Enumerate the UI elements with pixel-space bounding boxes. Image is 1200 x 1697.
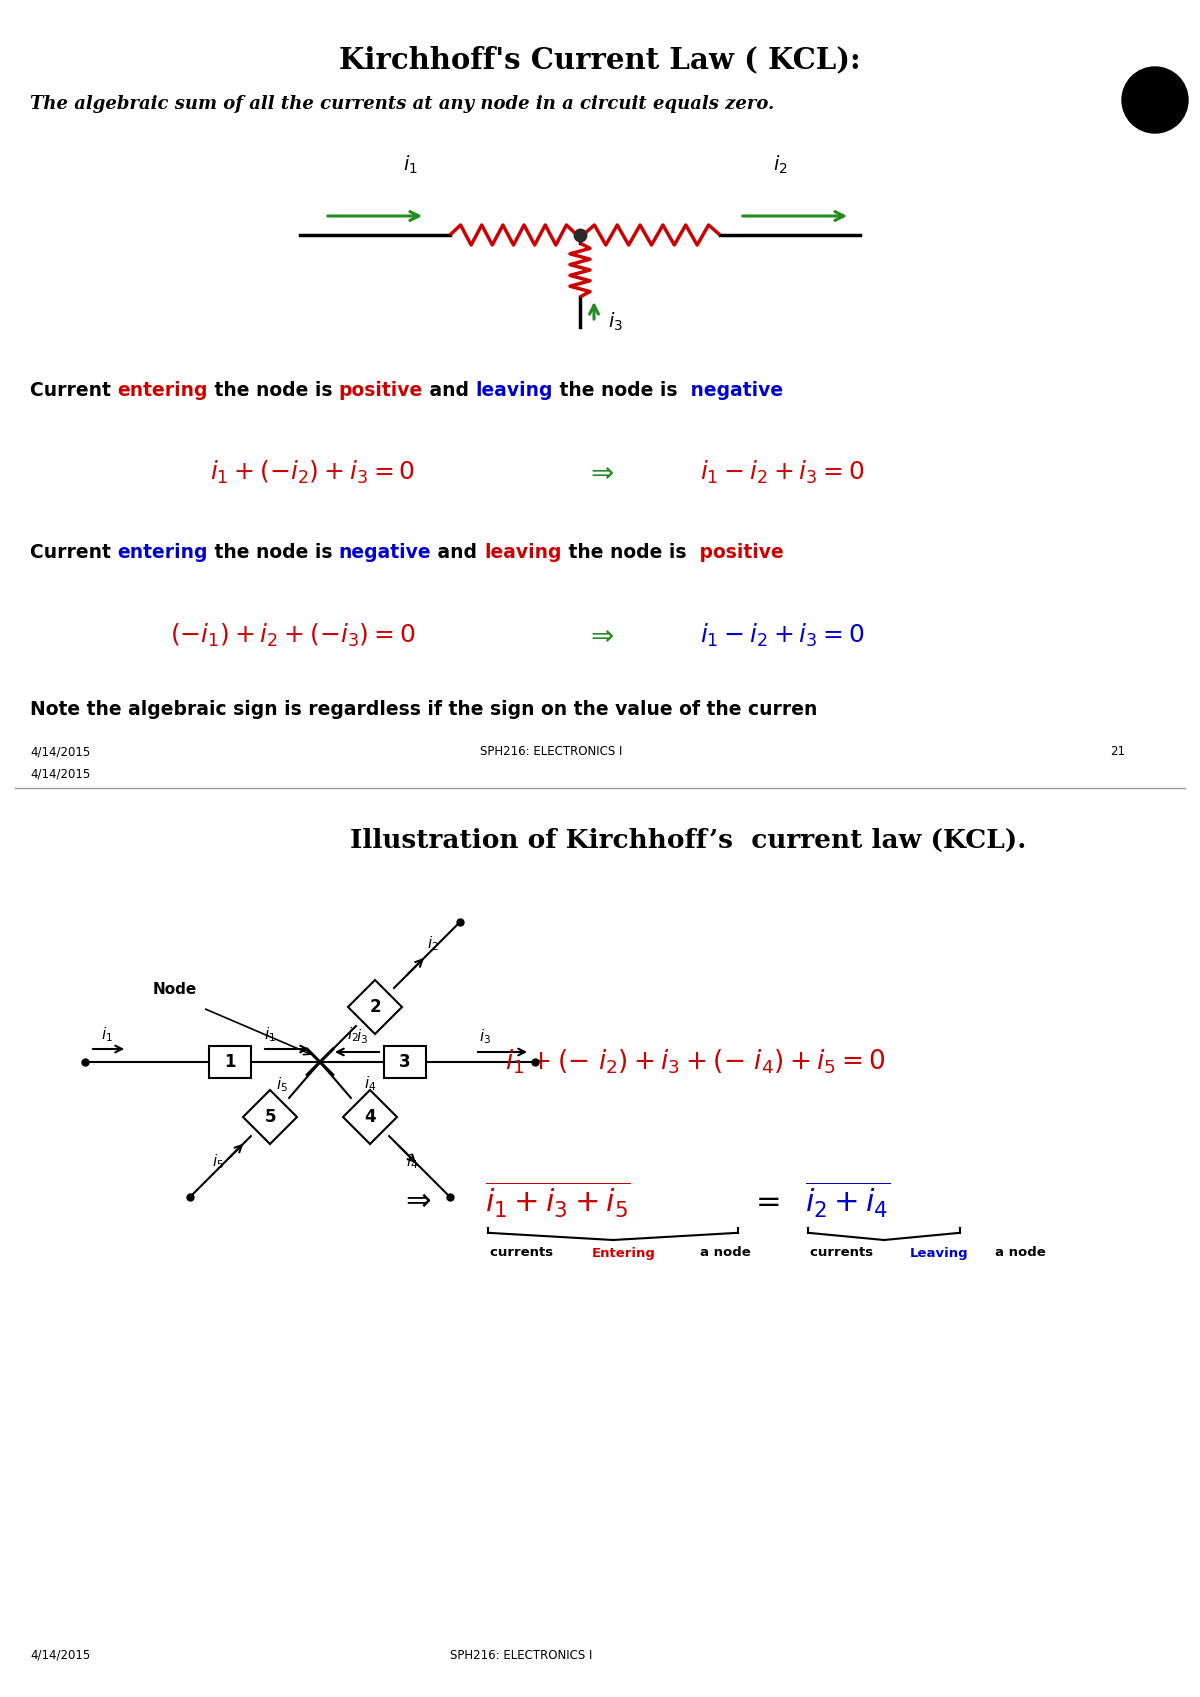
Text: Current: Current (30, 380, 118, 399)
Text: Kirchhoff's Current Law ( KCL):: Kirchhoff's Current Law ( KCL): (340, 46, 860, 75)
Text: 1: 1 (224, 1054, 235, 1071)
Text: negative: negative (338, 543, 432, 562)
Text: positive: positive (692, 543, 784, 562)
Text: $\Rightarrow$: $\Rightarrow$ (586, 458, 614, 485)
Text: negative: negative (684, 380, 784, 399)
Text: $\Rightarrow$: $\Rightarrow$ (586, 621, 614, 648)
Text: Illustration of Kirchhoff’s  current law (KCL).: Illustration of Kirchhoff’s current law … (350, 828, 1026, 854)
Text: $i_1$: $i_1$ (101, 1025, 113, 1044)
Text: $i_3$: $i_3$ (356, 1028, 368, 1047)
Text: $i_2$: $i_2$ (347, 1025, 359, 1044)
Text: 4/14/2015: 4/14/2015 (30, 745, 90, 759)
Text: $i_1+(-\ i_2)+ i_3+(-\ i_4)+ i_5=0$: $i_1+(-\ i_2)+ i_3+(-\ i_4)+ i_5=0$ (505, 1047, 886, 1076)
Text: 2: 2 (370, 998, 380, 1017)
Text: $i_5$: $i_5$ (276, 1076, 288, 1095)
Text: The algebraic sum of all the currents at any node in a circuit equals zero.: The algebraic sum of all the currents at… (30, 95, 774, 114)
Text: $i_4$: $i_4$ (406, 1152, 418, 1171)
Text: and: and (424, 380, 475, 399)
Text: Node: Node (152, 983, 197, 998)
Text: the node is: the node is (208, 380, 338, 399)
Polygon shape (343, 1089, 397, 1144)
Text: entering: entering (118, 380, 208, 399)
Polygon shape (244, 1089, 298, 1144)
Text: 4/14/2015: 4/14/2015 (30, 1648, 90, 1661)
Text: $i_2$: $i_2$ (427, 935, 439, 954)
Circle shape (1122, 66, 1188, 132)
Text: $i_3$: $i_3$ (479, 1028, 491, 1047)
Text: $i_2$: $i_2$ (773, 154, 787, 176)
Polygon shape (348, 979, 402, 1033)
Text: $i_4$: $i_4$ (364, 1074, 376, 1093)
Text: the node is: the node is (553, 380, 684, 399)
Text: SPH216: ELECTRONICS I: SPH216: ELECTRONICS I (480, 745, 623, 759)
Text: Current: Current (30, 543, 118, 562)
Text: 20: 20 (1142, 92, 1168, 109)
Text: entering: entering (118, 543, 208, 562)
Text: $i_1$: $i_1$ (264, 1025, 276, 1044)
Text: the node is: the node is (208, 543, 338, 562)
Bar (384, 1045, 426, 1078)
Text: $\overline{\mathbf{\mathit{i_1+ i_3+ i_5}}}$: $\overline{\mathbf{\mathit{i_1+ i_3+ i_5… (485, 1179, 631, 1220)
Text: $i_1+(- i_2)+ i_3=0$: $i_1+(- i_2)+ i_3=0$ (210, 458, 415, 485)
Text: and: and (432, 543, 484, 562)
Text: the node is: the node is (562, 543, 692, 562)
Text: a node: a node (700, 1247, 751, 1259)
Text: leaving: leaving (475, 380, 553, 399)
Text: Entering: Entering (592, 1247, 656, 1259)
Text: $(-i_1)+ i_2+ (-i_3)=0$: $(-i_1)+ i_2+ (-i_3)=0$ (170, 621, 415, 648)
Text: $i_1-i_2+ i_3=0$: $i_1-i_2+ i_3=0$ (700, 621, 865, 648)
Text: $\overline{\mathbf{\mathit{i_2+ i_4}}}$: $\overline{\mathbf{\mathit{i_2+ i_4}}}$ (805, 1179, 890, 1220)
Text: a node: a node (995, 1247, 1045, 1259)
Text: $i_1-i_2+ i_3=0$: $i_1-i_2+ i_3=0$ (700, 458, 865, 485)
Text: 3: 3 (400, 1054, 410, 1071)
Text: leaving: leaving (484, 543, 562, 562)
Bar (209, 1045, 251, 1078)
Text: $i_1$: $i_1$ (403, 154, 418, 176)
Text: 4/14/2015: 4/14/2015 (30, 767, 90, 781)
Text: 4: 4 (364, 1108, 376, 1127)
Text: SPH216: ELECTRONICS I: SPH216: ELECTRONICS I (450, 1648, 593, 1661)
Text: $=$: $=$ (750, 1186, 780, 1215)
Text: Note the algebraic sign is regardless if the sign on the value of the curren: Note the algebraic sign is regardless if… (30, 701, 817, 720)
Text: 21: 21 (1110, 745, 1126, 759)
Text: currents: currents (490, 1247, 558, 1259)
Text: $i_5$: $i_5$ (212, 1152, 224, 1171)
Text: $i_3$: $i_3$ (608, 311, 623, 333)
Text: Leaving: Leaving (910, 1247, 968, 1259)
Text: currents: currents (810, 1247, 877, 1259)
Text: $\Rightarrow$: $\Rightarrow$ (400, 1186, 432, 1215)
Text: 5: 5 (264, 1108, 276, 1127)
Text: positive: positive (338, 380, 424, 399)
